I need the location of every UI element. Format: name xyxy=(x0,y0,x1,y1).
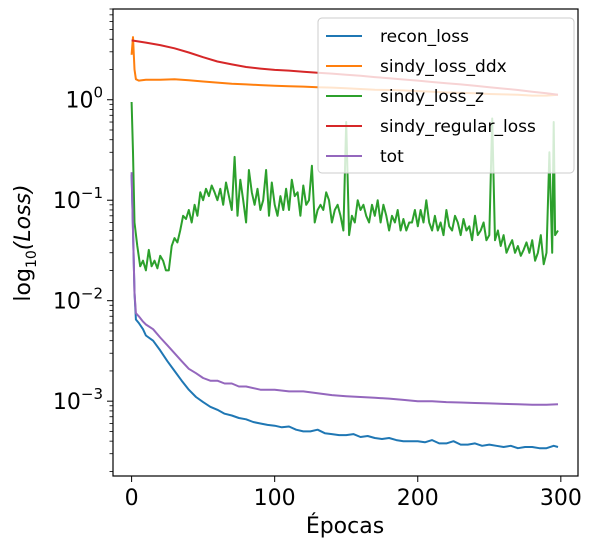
y-tick-label: 10−2 xyxy=(53,285,103,315)
y-axis-label-arg: (Loss) xyxy=(11,184,36,250)
svg-text:log10(Loss): log10(Loss) xyxy=(11,184,40,301)
legend-label-tot: tot xyxy=(380,147,404,167)
series-line-tot xyxy=(130,172,559,406)
x-tick-label: 300 xyxy=(540,486,582,511)
legend: recon_loss sindy_loss_ddx sindy_loss_zsind… xyxy=(317,17,575,174)
series-line-sindy-loss-z xyxy=(130,101,559,272)
legend-label-sindy-regular-loss: sindy_regular_loss xyxy=(380,117,536,137)
y-axis-label-sub: 10 xyxy=(24,250,40,268)
legend-box xyxy=(317,17,575,174)
series-line-recon-loss xyxy=(130,174,559,450)
legend-label-sindy-loss-z: sindy_loss_z xyxy=(380,87,484,107)
legend-label-sindy-loss-ddx: sindy_loss_ddx xyxy=(380,57,507,77)
y-tick-label: 100 xyxy=(65,84,103,114)
plot-frame xyxy=(112,8,579,477)
y-axis: 10−3 10−2 10−1 100 xyxy=(53,8,113,472)
x-axis: 0 100 200 300 xyxy=(125,476,582,511)
y-tick-label: 10−3 xyxy=(53,385,103,415)
y-tick-label: 10−1 xyxy=(53,184,103,214)
x-tick-label: 200 xyxy=(397,486,439,511)
x-axis-label: Épocas xyxy=(306,513,384,539)
legend-label-recon-loss: recon_loss xyxy=(380,27,469,47)
y-axis-label-base: log xyxy=(11,268,36,302)
x-tick-label: 100 xyxy=(254,486,296,511)
x-tick-label: 0 xyxy=(125,486,139,511)
y-axis-label: log10(Loss) xyxy=(11,184,40,301)
